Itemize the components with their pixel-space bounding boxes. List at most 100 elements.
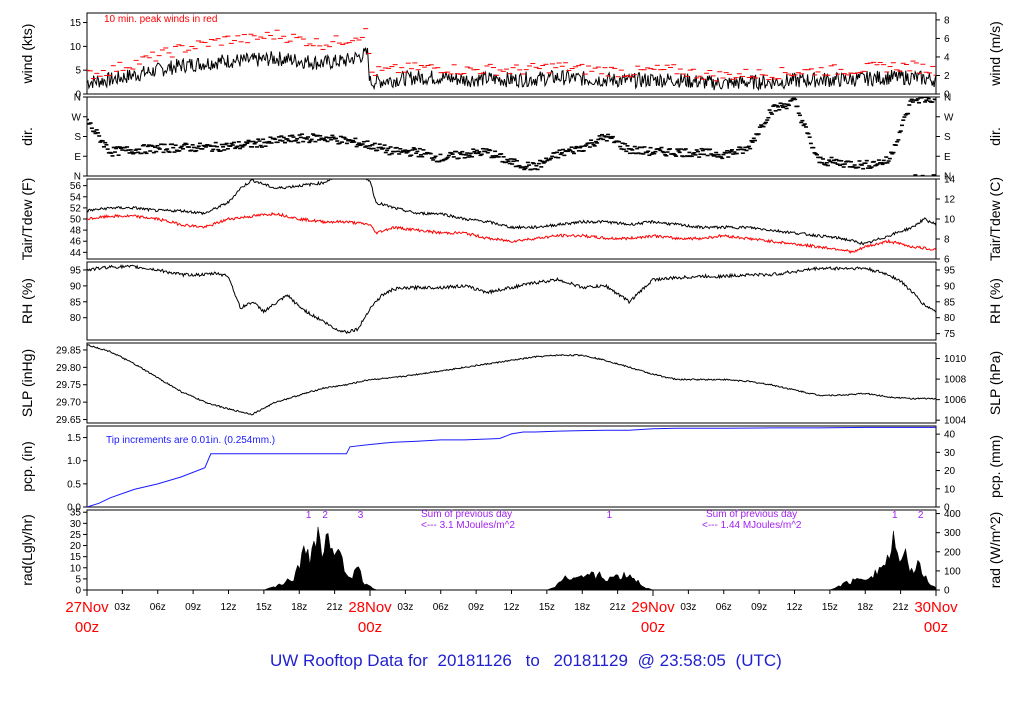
temp-left-tick-label: 48 xyxy=(70,226,82,237)
slp-right-tick-label: 1004 xyxy=(944,416,967,427)
hour-tick-label: 15z xyxy=(539,602,555,613)
rad-right-tick-label: 200 xyxy=(944,547,961,558)
slp-series-slp xyxy=(87,344,936,416)
hour-tick-label: 09z xyxy=(751,602,767,613)
rad-peak-marker: 1 xyxy=(306,510,312,521)
temp-right-tick-label: 8 xyxy=(944,235,950,246)
hour-tick-label: 21z xyxy=(610,602,626,613)
hour-tick-label: 09z xyxy=(468,602,484,613)
rh-ylabel-right: RH (%) xyxy=(987,278,1003,324)
pcp-frame xyxy=(86,425,937,508)
temp-right-tick-label: 14 xyxy=(944,175,956,186)
rh-right-tick-label: 90 xyxy=(944,281,956,292)
rad-annotation-day1-line1: Sum of previous day xyxy=(421,509,512,520)
date-label-day: 29Nov xyxy=(631,599,675,616)
dir-ylabel-right: dir. xyxy=(987,127,1003,146)
slp-ylabel-right: SLP (hPa) xyxy=(987,351,1003,415)
temp-series-tdew xyxy=(87,211,936,255)
footer-label: UW Rooftop Data for xyxy=(270,651,428,670)
dir-left-tick-label: N xyxy=(74,93,81,104)
hour-tick-label: 21z xyxy=(327,602,343,613)
dir-left-tick-label: S xyxy=(74,132,81,143)
pcp-annotation: Tip increments are 0.01in. (0.254mm.) xyxy=(106,435,275,446)
hour-tick-label: 12z xyxy=(220,602,236,613)
rh-frame xyxy=(86,261,937,341)
rh-plot-area xyxy=(87,264,936,335)
wind-annotation: 10 min. peak winds in red xyxy=(104,14,217,25)
dir-left-tick-label: E xyxy=(74,152,81,163)
hour-tick-label: 06z xyxy=(150,602,166,613)
date-label-time: 00z xyxy=(358,619,382,636)
temp-right-tick-label: 12 xyxy=(944,195,956,206)
wind-frame xyxy=(86,12,937,95)
dir-left-tick-label: N xyxy=(74,172,81,183)
hour-tick-label: 03z xyxy=(397,602,413,613)
panel-pcp: 0.0 0.5 1.0 1.5 0 10 20 30 40 pcp. (in) pcp. (mm) T… xyxy=(19,425,1003,514)
rh-ylabel-left: RH (%) xyxy=(19,278,35,324)
temp-frame xyxy=(86,178,937,260)
rad-left-tick-label: 0 xyxy=(75,586,81,597)
rh-left-tick-label: 80 xyxy=(70,313,82,324)
rad-peak-marker: 1 xyxy=(607,510,613,521)
rad-peak-marker: 3 xyxy=(358,510,364,521)
hour-tick-label: 18z xyxy=(857,602,873,613)
rad-left-tick-label: 5 xyxy=(75,574,81,585)
slp-ylabel-left: SLP (inHg) xyxy=(19,349,35,417)
temp-right-tick-label: 10 xyxy=(944,215,956,226)
wind-right-tick-label: 8 xyxy=(944,15,950,26)
rad-annotation-day2-line2: <--- 1.44 MJoules/m^2 xyxy=(702,520,802,531)
rh-left-tick-label: 85 xyxy=(70,297,82,308)
panel-rh: 80 85 90 95 75 80 85 90 95 RH (%) RH (%) xyxy=(19,261,1003,341)
wind-right-tick-label: 6 xyxy=(944,34,950,45)
panel-slp: 29.65 29.70 29.75 29.80 29.85 1004 1006 1008 101… xyxy=(19,342,1003,427)
pcp-plot-area xyxy=(87,426,936,507)
date-label-time: 00z xyxy=(641,619,665,636)
rad-right-tick-label: 300 xyxy=(944,528,961,539)
rad-left-tick-label: 20 xyxy=(70,541,82,552)
hour-tick-label: 18z xyxy=(291,602,307,613)
rh-right-tick-label: 80 xyxy=(944,313,956,324)
rad-left-tick-label: 30 xyxy=(70,519,82,530)
slp-left-tick-label: 29.80 xyxy=(56,363,81,374)
temp-left-tick-label: 50 xyxy=(70,215,82,226)
hour-tick-label: 06z xyxy=(433,602,449,613)
dir-right-tick-label: S xyxy=(944,132,951,143)
pcp-right-tick-label: 40 xyxy=(944,430,956,441)
temp-left-tick-label: 44 xyxy=(70,248,82,259)
pcp-left-tick-label: 1.0 xyxy=(67,456,81,467)
temp-series-tair xyxy=(87,179,936,246)
rad-right-tick-label: 0 xyxy=(944,586,950,597)
slp-left-tick-label: 29.75 xyxy=(56,380,81,391)
rad-area-series xyxy=(87,526,936,590)
hour-tick-label: 06z xyxy=(716,602,732,613)
rh-left-tick-label: 90 xyxy=(70,281,82,292)
wind-right-tick-label: 4 xyxy=(944,52,950,63)
temp-left-tick-label: 46 xyxy=(70,237,82,248)
slp-left-tick-label: 29.65 xyxy=(56,415,81,426)
dir-right-tick-label: E xyxy=(944,152,951,163)
dir-right-tick-label: N xyxy=(944,93,951,104)
rh-right-tick-label: 95 xyxy=(944,265,956,276)
pcp-ylabel-right: pcp. (mm) xyxy=(987,435,1003,498)
slp-right-tick-label: 1006 xyxy=(944,395,967,406)
pcp-series-precipitation xyxy=(87,426,936,507)
hour-tick-label: 15z xyxy=(822,602,838,613)
pcp-right-tick-label: 20 xyxy=(944,466,956,477)
dir-left-tick-label: W xyxy=(72,112,82,123)
temp-left-tick-label: 52 xyxy=(70,203,82,214)
hour-tick-label: 09z xyxy=(185,602,201,613)
pcp-ylabel-left: pcp. (in) xyxy=(19,441,35,492)
date-label-day: 30Nov xyxy=(914,599,958,616)
rad-plot-area xyxy=(87,526,936,590)
wind-right-tick-label: 2 xyxy=(944,71,950,82)
temp-plot-area xyxy=(87,179,936,255)
rad-ylabel-right: rad (W/m^2) xyxy=(987,512,1003,589)
footer-timezone: (UTC) xyxy=(736,651,782,670)
date-label-time: 00z xyxy=(75,619,99,636)
pcp-right-tick-label: 30 xyxy=(944,448,956,459)
wind-right-tick-label: 0 xyxy=(944,90,950,101)
